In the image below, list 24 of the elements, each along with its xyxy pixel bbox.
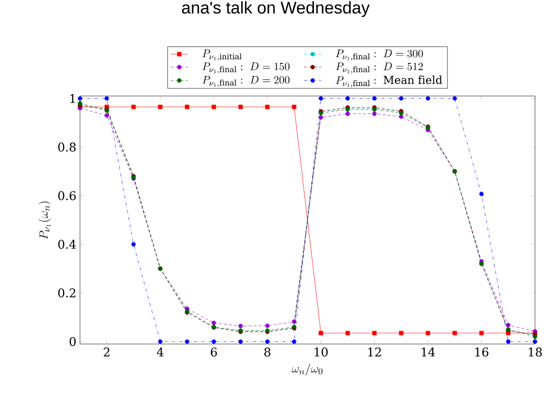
y-tick-label: 1 <box>70 94 75 103</box>
y-tick-label: 0 <box>70 337 76 346</box>
y-tick-label: 0.6 <box>58 191 76 200</box>
legend-label: $P_{\nu_1,\mathrm{final}}:\ D=150$ <box>202 62 290 74</box>
legend-label: $P_{\nu_1,\mathrm{final}}:\ \mathrm{Mean\ field}$ <box>336 76 442 88</box>
chart-title: ana's talk on Wednesday <box>182 1 370 17</box>
x-tick-label: 4 <box>156 348 164 356</box>
x-tick-label: 14 <box>422 348 435 356</box>
legend-label: $P_{\nu_1,\mathrm{final}}:\ D=200$ <box>202 76 290 88</box>
y-axis-title: $P_{\nu_1}(\omega_n)$ <box>38 202 51 240</box>
legend-label: $P_{\nu_1,\mathrm{final}}:\ D=300$ <box>336 50 423 61</box>
x-tick-label: 18 <box>528 348 542 357</box>
y-tick-label: 0.4 <box>58 240 76 249</box>
x-axis-title: $\omega_n/\omega_0$ <box>292 363 322 376</box>
legend-label: $P_{\nu_1,\mathrm{initial}}$ <box>202 50 242 61</box>
x-tick-label: 12 <box>368 348 381 356</box>
y-tick-label: 0.2 <box>58 288 76 298</box>
x-tick-label: 10 <box>314 348 328 357</box>
y-tick-label: 0.8 <box>58 142 76 152</box>
x-tick-label: 16 <box>475 348 488 357</box>
x-tick-label: 2 <box>104 348 110 356</box>
x-tick-label: 8 <box>264 348 270 357</box>
x-tick-label: 6 <box>210 348 217 357</box>
legend-label: $P_{\nu_1,\mathrm{final}}:\ D=512$ <box>336 62 423 74</box>
